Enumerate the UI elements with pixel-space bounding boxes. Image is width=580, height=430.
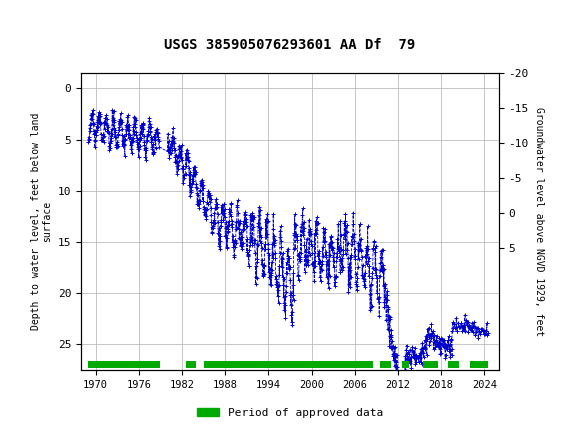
Bar: [3, 3, 43, 37]
Text: USGS 385905076293601 AA Df  79: USGS 385905076293601 AA Df 79: [164, 38, 416, 52]
Text: USGS: USGS: [48, 13, 95, 28]
Bar: [380, 361, 391, 368]
Bar: [88, 361, 161, 368]
Bar: [423, 361, 437, 368]
Bar: [186, 361, 197, 368]
Bar: [204, 361, 373, 368]
Y-axis label: Depth to water level, feet below land
surface: Depth to water level, feet below land su…: [31, 113, 52, 330]
Bar: [470, 361, 488, 368]
Y-axis label: Groundwater level above NGVD 1929, feet: Groundwater level above NGVD 1929, feet: [534, 107, 544, 336]
Bar: [448, 361, 459, 368]
Bar: [401, 361, 409, 368]
Legend: Period of approved data: Period of approved data: [193, 403, 387, 422]
